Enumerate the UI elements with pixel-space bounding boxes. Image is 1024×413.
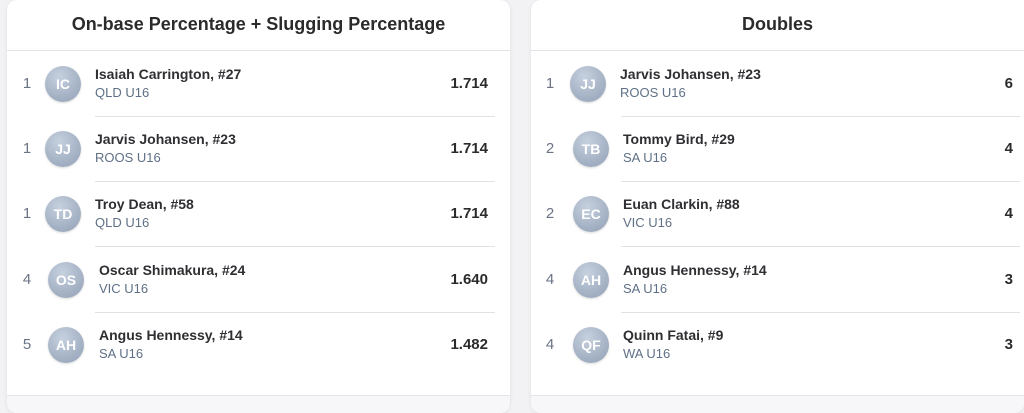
team-name: SA U16 [99, 346, 144, 361]
card-footer-divider [531, 395, 1024, 396]
leaderboard-row[interactable]: 1 TD Troy Dean, #58 QLD U16 1.714 [7, 181, 510, 247]
doubles-leaderboard-card: Doubles 1 JJ Jarvis Johansen, #23 ROOS U… [531, 0, 1024, 413]
player-avatar[interactable]: AH [573, 262, 609, 298]
card-footer-divider [7, 395, 510, 396]
player-name-link[interactable]: Isaiah Carrington, #27 [95, 66, 242, 82]
team-name: SA U16 [623, 150, 668, 165]
player-name-link[interactable]: Euan Clarkin, #88 [623, 196, 740, 212]
card-footer [531, 396, 1024, 413]
stat-value: 4 [1004, 140, 1013, 157]
ops-card-title: On-base Percentage + Slugging Percentage [7, 0, 510, 51]
row-divider [95, 312, 495, 313]
player-name-link[interactable]: Troy Dean, #58 [95, 196, 194, 212]
team-name: QLD U16 [95, 85, 150, 100]
team-name: SA U16 [623, 281, 668, 296]
stat-value: 3 [1004, 336, 1013, 353]
rank-number: 4 [545, 336, 555, 353]
player-name-link[interactable]: Angus Hennessy, #14 [99, 327, 243, 343]
leaderboard-row[interactable]: 1 JJ Jarvis Johansen, #23 ROOS U16 1.714 [7, 116, 510, 182]
row-divider [621, 116, 1020, 117]
doubles-card-title: Doubles [531, 0, 1024, 51]
player-avatar[interactable]: TD [45, 196, 81, 232]
row-divider [95, 181, 495, 182]
rank-number: 4 [545, 271, 555, 288]
player-avatar[interactable]: EC [573, 196, 609, 232]
player-name-link[interactable]: Jarvis Johansen, #23 [95, 131, 236, 147]
player-avatar[interactable]: JJ [45, 131, 81, 167]
stat-value: 6 [1004, 75, 1013, 92]
leaderboard-row[interactable]: 2 EC Euan Clarkin, #88 VIC U16 4 [531, 181, 1024, 247]
team-name: ROOS U16 [620, 85, 686, 100]
player-name-link[interactable]: Quinn Fatai, #9 [623, 327, 724, 343]
player-avatar[interactable]: AH [48, 327, 84, 363]
leaderboard-row[interactable]: 1 JJ Jarvis Johansen, #23 ROOS U16 6 [531, 51, 1024, 117]
rank-number: 2 [545, 140, 555, 157]
row-divider [95, 246, 495, 247]
stat-value: 1.714 [450, 140, 488, 157]
player-name-link[interactable]: Jarvis Johansen, #23 [620, 66, 761, 82]
team-name: ROOS U16 [95, 150, 161, 165]
rank-number: 1 [22, 205, 32, 222]
player-name-link[interactable]: Oscar Shimakura, #24 [99, 262, 246, 278]
player-avatar[interactable]: IC [45, 66, 81, 102]
leaderboard-row[interactable]: 4 QF Quinn Fatai, #9 WA U16 3 [531, 312, 1024, 378]
row-divider [621, 181, 1020, 182]
stat-value: 1.714 [450, 75, 488, 92]
leaderboard-row[interactable]: 4 OS Oscar Shimakura, #24 VIC U16 1.640 [7, 247, 510, 313]
row-divider [621, 312, 1020, 313]
stat-value: 1.482 [450, 336, 488, 353]
player-avatar[interactable]: OS [48, 262, 84, 298]
row-divider [95, 116, 495, 117]
leaderboard-row[interactable]: 5 AH Angus Hennessy, #14 SA U16 1.482 [7, 312, 510, 378]
rank-number: 1 [545, 75, 555, 92]
team-name: VIC U16 [623, 215, 673, 230]
rank-number: 2 [545, 205, 555, 222]
leaderboard-row[interactable]: 2 TB Tommy Bird, #29 SA U16 4 [531, 116, 1024, 182]
stat-value: 4 [1004, 205, 1013, 222]
team-name: QLD U16 [95, 215, 150, 230]
player-avatar[interactable]: JJ [570, 66, 606, 102]
leaderboard-row[interactable]: 1 IC Isaiah Carrington, #27 QLD U16 1.71… [7, 51, 510, 117]
row-divider [621, 246, 1020, 247]
team-name: WA U16 [623, 346, 671, 361]
player-name-link[interactable]: Angus Hennessy, #14 [623, 262, 767, 278]
rank-number: 4 [22, 271, 32, 288]
player-avatar[interactable]: TB [573, 131, 609, 167]
rank-number: 1 [22, 75, 32, 92]
stat-value: 3 [1004, 271, 1013, 288]
team-name: VIC U16 [99, 281, 149, 296]
ops-leaderboard-card: On-base Percentage + Slugging Percentage… [7, 0, 510, 413]
stat-value: 1.714 [450, 205, 488, 222]
rank-number: 5 [22, 336, 32, 353]
player-name-link[interactable]: Tommy Bird, #29 [623, 131, 735, 147]
rank-number: 1 [22, 140, 32, 157]
leaderboard-row[interactable]: 4 AH Angus Hennessy, #14 SA U16 3 [531, 247, 1024, 313]
card-footer [7, 396, 510, 413]
stat-value: 1.640 [450, 271, 488, 288]
player-avatar[interactable]: QF [573, 327, 609, 363]
